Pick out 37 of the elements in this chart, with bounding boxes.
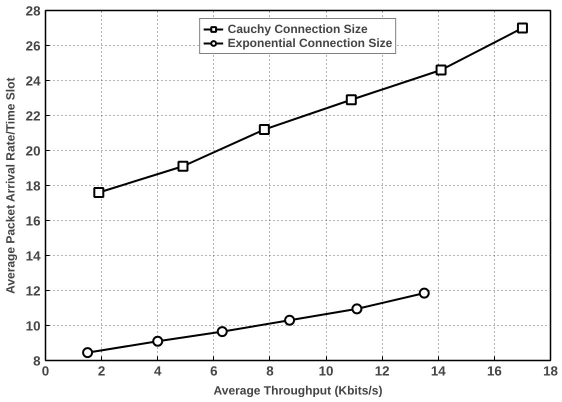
y-tick-label: 12 [26, 284, 41, 298]
point [418, 288, 430, 299]
point [82, 347, 94, 358]
point [516, 22, 528, 34]
point [351, 303, 362, 314]
x-tick-label: 18 [543, 364, 558, 378]
y-tick-label: 20 [26, 144, 41, 158]
legend-label: Exponential Connection Size [228, 36, 392, 50]
x-tick-label: 14 [430, 364, 446, 378]
y-tick-label: 14 [26, 248, 42, 264]
y-tick-label: 24 [26, 74, 42, 88]
x-tick-label: 10 [318, 364, 334, 378]
point [216, 326, 228, 338]
point [93, 187, 104, 198]
point [284, 314, 296, 326]
point [258, 124, 270, 135]
legend-label: Cauchy Connection Size [228, 22, 368, 36]
point [177, 160, 188, 172]
y-tick-label: 28 [26, 4, 41, 18]
y-tick-label: 8 [33, 354, 41, 368]
x-tick-label: 0 [42, 364, 50, 378]
x-tick-label: 12 [374, 364, 390, 378]
y-tick-label: 22 [26, 108, 41, 124]
y-tick-label: 26 [26, 38, 41, 54]
y-tick-label: 16 [26, 214, 41, 228]
y-tick-label: 10 [26, 318, 41, 334]
x-axis-title: Average Throughput (Kbits/s) [214, 384, 382, 398]
x-tick-label: 16 [486, 364, 502, 378]
x-tick-label: 8 [266, 364, 274, 378]
x-tick-label: 6 [210, 364, 218, 378]
point [152, 336, 164, 347]
point [346, 94, 357, 106]
point [436, 64, 447, 76]
x-tick-label: 2 [98, 364, 106, 378]
x-tick-label: 4 [154, 364, 162, 378]
y-tick-label: 18 [26, 178, 41, 194]
y-axis-title: Average Packet Arrival Rate/Time Slot [4, 78, 18, 294]
